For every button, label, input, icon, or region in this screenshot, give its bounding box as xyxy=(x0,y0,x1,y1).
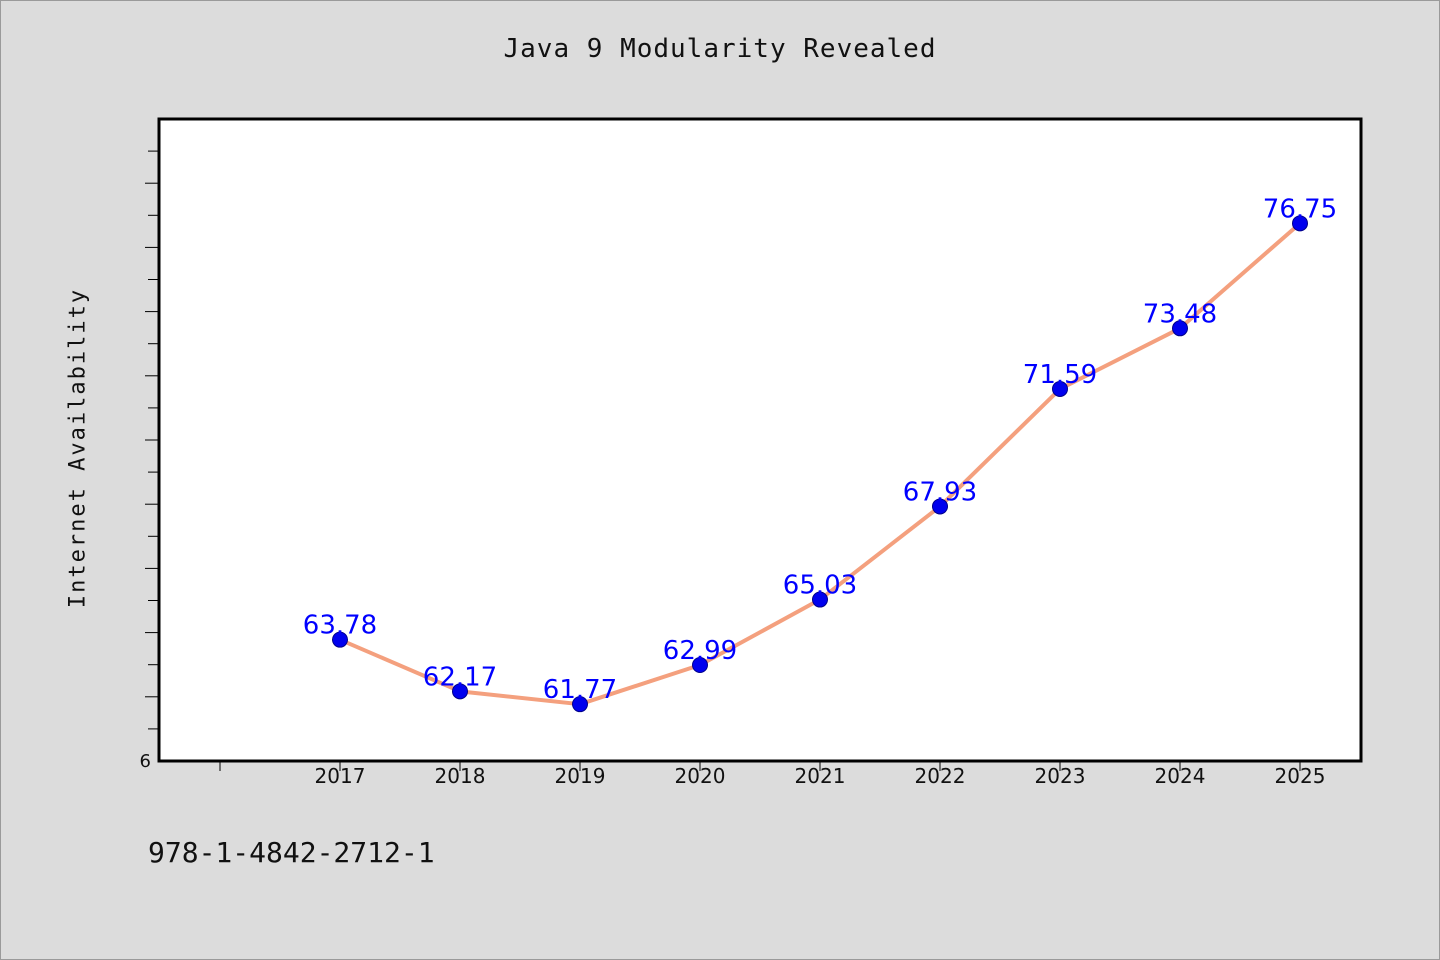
series-layer: 63.78 62.17 61.77 62.99 65.03 67.93 71.59 73.48… xyxy=(303,194,1337,713)
data-label: 62.99 xyxy=(663,636,737,666)
x-tick-label: 2018 xyxy=(435,764,486,788)
data-label: 65.03 xyxy=(783,571,857,601)
data-point xyxy=(1052,380,1068,397)
data-point xyxy=(1172,320,1188,337)
plot-area xyxy=(157,117,1363,763)
data-label: 63.78 xyxy=(303,611,377,641)
data-point xyxy=(692,657,708,674)
x-tick-label: 2020 xyxy=(675,764,726,788)
chart-title: Java 9 Modularity Revealed xyxy=(503,34,937,64)
data-point xyxy=(812,591,828,608)
x-tick-label: 2021 xyxy=(795,764,846,788)
data-label: 76.75 xyxy=(1263,194,1337,224)
x-tick-label: 2025 xyxy=(1275,764,1326,788)
x-axis-ticks: 2017 2018 2019 2020 2021 2022 2023 2024 2025 xyxy=(219,761,1326,788)
y-axis-ticks: 6 xyxy=(140,150,159,772)
y-tick-label: 6 xyxy=(140,751,151,772)
x-tick-label: 2017 xyxy=(315,764,366,788)
x-tick-label: 2024 xyxy=(1155,764,1206,788)
footer-isbn: 978-1-4842-2712-1 xyxy=(148,836,435,869)
data-point xyxy=(572,696,588,713)
data-point xyxy=(452,683,468,700)
x-tick-label: 2023 xyxy=(1035,764,1086,788)
data-label: 73.48 xyxy=(1143,299,1217,329)
data-point xyxy=(332,631,348,648)
data-label: 67.93 xyxy=(903,477,977,507)
data-point xyxy=(1292,215,1308,232)
data-point xyxy=(932,498,948,515)
x-tick-label: 2019 xyxy=(555,764,606,788)
data-label: 62.17 xyxy=(423,662,497,692)
data-label: 71.59 xyxy=(1023,360,1097,390)
x-tick-label: 2022 xyxy=(915,764,966,788)
data-label: 61.77 xyxy=(543,675,617,705)
